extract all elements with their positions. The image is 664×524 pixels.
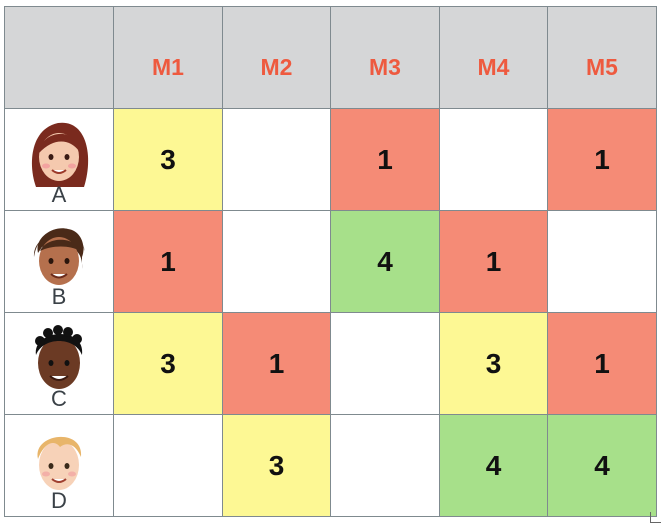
woman-face-icon bbox=[31, 122, 89, 187]
cell-a-m3: 1 bbox=[330, 108, 440, 211]
table-row: C 3 1 3 1 bbox=[4, 312, 657, 415]
crop-corner-mark bbox=[650, 512, 661, 523]
row-header-a: A bbox=[4, 108, 114, 211]
column-header-m2: M2 bbox=[222, 6, 331, 109]
cell-b-m1: 1 bbox=[113, 210, 223, 313]
table-row: D 3 4 4 bbox=[4, 414, 657, 517]
cell-a-m2 bbox=[222, 108, 331, 211]
cell-c-m2: 1 bbox=[222, 312, 331, 415]
cell-d-m1 bbox=[113, 414, 223, 517]
cell-b-m5 bbox=[547, 210, 657, 313]
woman-face-icon bbox=[33, 228, 85, 285]
table-row: A 3 1 1 bbox=[4, 108, 657, 211]
cell-a-m4 bbox=[439, 108, 548, 211]
row-label-a: A bbox=[51, 182, 67, 207]
column-header-m1: M1 bbox=[113, 6, 223, 109]
cell-d-m2: 3 bbox=[222, 414, 331, 517]
row-label-d: D bbox=[51, 488, 67, 513]
cell-a-m1: 3 bbox=[113, 108, 223, 211]
row-header-c: C bbox=[4, 312, 114, 415]
row-header-b: B bbox=[4, 210, 114, 313]
row-label-b: B bbox=[51, 284, 67, 309]
cell-c-m5: 1 bbox=[547, 312, 657, 415]
cell-a-m5: 1 bbox=[547, 108, 657, 211]
boy-face-icon bbox=[37, 436, 82, 490]
man-face-icon bbox=[35, 325, 83, 389]
corner-cell bbox=[4, 6, 114, 109]
column-header-m3: M3 bbox=[330, 6, 440, 109]
cell-d-m5: 4 bbox=[547, 414, 657, 517]
column-header-m5: M5 bbox=[547, 6, 657, 109]
column-header-m4: M4 bbox=[439, 6, 548, 109]
cell-b-m3: 4 bbox=[330, 210, 440, 313]
cell-d-m3 bbox=[330, 414, 440, 517]
cell-c-m1: 3 bbox=[113, 312, 223, 415]
row-label-c: C bbox=[51, 386, 67, 411]
rating-matrix: M1 M2 M3 M4 M5 A 3 1 1 bbox=[4, 6, 657, 517]
cell-c-m3 bbox=[330, 312, 440, 415]
cell-c-m4: 3 bbox=[439, 312, 548, 415]
row-header-d: D bbox=[4, 414, 114, 517]
table-row: B 1 4 1 bbox=[4, 210, 657, 313]
cell-d-m4: 4 bbox=[439, 414, 548, 517]
header-row: M1 M2 M3 M4 M5 bbox=[4, 6, 657, 109]
cell-b-m2 bbox=[222, 210, 331, 313]
cell-b-m4: 1 bbox=[439, 210, 548, 313]
